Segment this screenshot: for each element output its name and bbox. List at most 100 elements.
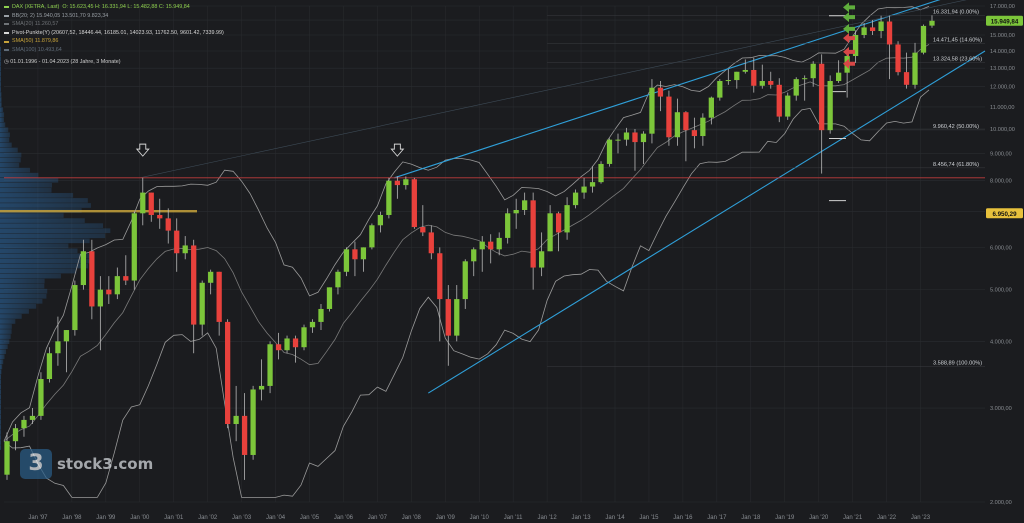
candle-body (437, 253, 443, 300)
candle-body (369, 225, 375, 248)
volume-bar (0, 253, 90, 259)
chart-legend: DAX (XETRA, Last) O: 15.623,45 H: 16.331… (4, 3, 224, 66)
price-badge (986, 15, 1023, 26)
volume-bar (0, 268, 77, 274)
arrow-red-icon (843, 33, 855, 44)
volume-bar (0, 304, 37, 309)
x-tick-label: Jan '97 (28, 515, 48, 521)
candle-body (776, 84, 782, 117)
volume-bar (0, 198, 88, 203)
volume-bar (0, 122, 6, 128)
volume-bar (0, 430, 1, 435)
candle-body (4, 441, 10, 475)
arrow-green-icon (843, 12, 855, 23)
channel-lower (428, 50, 986, 394)
legend-pivot: Pivot-Punkte(Y) (20607,52, 18446.44, 161… (4, 29, 224, 38)
x-tick-label: Jan '04 (266, 515, 286, 521)
candle-body (216, 271, 222, 322)
volume-bar (0, 203, 91, 208)
candle-body (428, 232, 434, 254)
candle-body (250, 389, 256, 455)
candle-body (717, 81, 723, 98)
x-tick-label: Jan '09 (436, 515, 456, 521)
candle-body (326, 287, 333, 309)
volume-bar (0, 364, 3, 370)
legend-bollinger: BB(20; 2) 15.940,05 13.501,70 9.823,34 (4, 12, 224, 21)
candle-body (615, 139, 621, 141)
candle-body (598, 163, 604, 183)
candle-body (343, 249, 350, 272)
candle-body (72, 285, 78, 331)
volume-profile (0, 46, 197, 450)
volume-bar (0, 359, 4, 365)
volume-bar (0, 440, 1, 445)
candle-body (895, 44, 901, 73)
candle-body (471, 249, 477, 262)
volume-bar (0, 314, 22, 319)
candle-body (233, 415, 239, 425)
candle-body (861, 27, 867, 36)
volume-bar (0, 147, 18, 153)
volume-bar (0, 56, 1, 62)
volume-bar (0, 77, 1, 82)
candle-body (309, 321, 316, 328)
fib-label: 14.471,45 (14.60%) (933, 37, 982, 43)
volume-bar (0, 414, 1, 420)
candle-body (878, 21, 884, 32)
candle-body (759, 81, 765, 86)
y-tick-label: 11.000,00 (990, 105, 1014, 111)
candle-body (836, 72, 842, 82)
volume-bar (0, 309, 29, 314)
candle-body (292, 338, 299, 348)
price-badge (986, 208, 1023, 219)
volume-bar (0, 409, 1, 415)
volume-bar (0, 177, 59, 183)
candle-body (267, 344, 273, 386)
y-tick-label: 15.000,00 (990, 33, 1015, 39)
volume-bar (0, 157, 21, 163)
x-tick-label: Jan '16 (673, 515, 693, 521)
x-tick-label: Jan '12 (538, 515, 558, 521)
volume-bar (0, 344, 8, 350)
x-tick-label: Jan '01 (164, 515, 184, 521)
candle-body (547, 213, 553, 252)
y-tick-label: 8.000,00 (990, 179, 1012, 185)
y-tick-label: 9.000,00 (990, 151, 1012, 157)
trend-channel (139, 0, 986, 394)
volume-bar (0, 182, 52, 188)
candle-body (157, 214, 163, 219)
candle-body (165, 218, 171, 231)
x-tick-label: Jan '05 (300, 515, 320, 521)
candle-body (522, 200, 528, 210)
x-tick-label: Jan '08 (402, 515, 422, 521)
bollinger-middle (3, 44, 930, 442)
candle-body (632, 132, 638, 143)
volume-bar (0, 288, 48, 294)
candle-body (445, 299, 451, 336)
candle-body (12, 428, 19, 442)
candle-body (63, 330, 70, 342)
y-tick-label: 17.000,00 (990, 4, 1015, 10)
volume-bar (0, 102, 2, 107)
candle-body (488, 241, 494, 250)
volume-bar (0, 404, 1, 410)
candle-body (114, 276, 120, 295)
volume-bar (0, 248, 78, 254)
arrow-down-icon (135, 143, 150, 157)
arrow-green-icon (843, 23, 855, 34)
volume-bar (0, 223, 104, 228)
x-tick-label: Jan '21 (843, 515, 863, 521)
candle-body (725, 80, 731, 82)
x-tick-label: Jan '07 (368, 515, 388, 521)
x-tick-label: Jan '15 (639, 515, 659, 521)
logo-mark: 3 (20, 449, 52, 479)
legend-sma20: SMA(20) 11.260,57 (4, 20, 224, 29)
candle-body (666, 96, 672, 138)
volume-bar (0, 278, 45, 284)
y-tick-label: 2.000,00 (990, 500, 1012, 506)
volume-bar (0, 243, 69, 249)
x-tick-label: Jan '00 (130, 515, 150, 521)
x-tick-label: Jan '10 (470, 515, 490, 521)
arrow-down-icon (390, 143, 405, 157)
legend-sma100: SMA(100) 10.493,64 (4, 46, 224, 55)
